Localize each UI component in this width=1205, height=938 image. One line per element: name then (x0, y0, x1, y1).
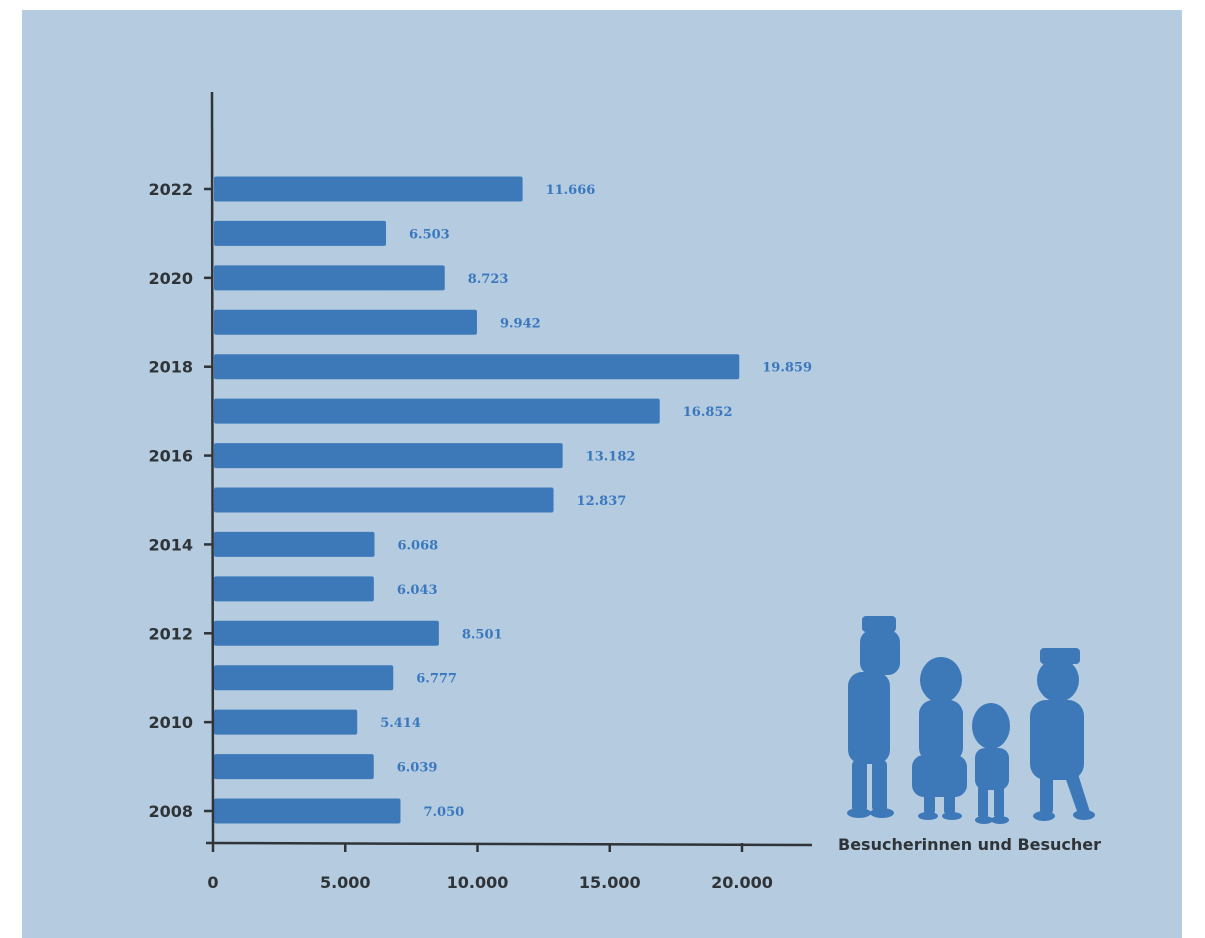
bar-2009 (214, 754, 374, 780)
bar-2019 (214, 309, 477, 335)
bar-2010 (214, 709, 358, 735)
child-figure-icon (972, 703, 1010, 824)
value-label-2021: 6.503 (409, 227, 450, 242)
y-tick-label-2016: 2016 (148, 447, 193, 466)
bar-2015 (214, 487, 554, 513)
value-label-2019: 9.942 (500, 316, 541, 331)
value-labels-group: 11.666 6.503 8.723 9.942 19.859 16.852 13.182 1… (380, 183, 812, 820)
adult-figure-right-icon (1030, 648, 1095, 821)
bar-2022 (214, 176, 523, 202)
bar-2021 (214, 220, 387, 246)
y-tick-label-2012: 2012 (148, 624, 193, 643)
visitors-illustration (847, 616, 1095, 824)
value-label-2022: 11.666 (546, 183, 596, 198)
y-axis-ticks-group: 2022 2020 2018 2016 2014 2012 2010 2008 (148, 180, 213, 821)
bar-2014 (214, 531, 375, 557)
bars-group (214, 176, 740, 824)
x-tick-label-20.000: 20.000 (711, 873, 773, 892)
y-tick-label-2022: 2022 (148, 180, 193, 199)
y-tick-label-2010: 2010 (148, 713, 193, 732)
x-tick-label-0: 0 (207, 873, 218, 892)
value-label-2016: 13.182 (586, 450, 636, 465)
y-axis-line (210, 91, 215, 844)
x-axis-ticks-group: 0 5.000 10.000 15.000 20.000 (207, 843, 773, 892)
bar-2013 (214, 576, 374, 602)
value-label-2011: 6.777 (416, 672, 457, 687)
y-tick-label-2014: 2014 (148, 535, 193, 554)
bar-2012 (214, 620, 439, 646)
bar-2018 (214, 354, 740, 380)
value-label-2017: 16.852 (683, 405, 733, 420)
value-label-2012: 8.501 (462, 627, 503, 642)
value-label-2014: 6.068 (397, 538, 438, 553)
x-axis-line (205, 841, 813, 847)
value-label-2018: 19.859 (762, 361, 812, 376)
value-label-2010: 5.414 (380, 716, 421, 731)
adult-figure-middle-icon (912, 657, 967, 820)
bar-2008 (214, 798, 401, 824)
value-label-2013: 6.043 (397, 583, 438, 598)
value-label-2008: 7.050 (423, 805, 464, 820)
bar-2020 (214, 265, 445, 291)
bar-2017 (214, 398, 660, 424)
bar-2016 (214, 443, 563, 469)
value-label-2020: 8.723 (468, 272, 509, 287)
adult-figure-left-icon (847, 616, 900, 818)
value-label-2009: 6.039 (397, 761, 438, 776)
bar-2011 (214, 665, 394, 691)
y-tick-label-2020: 2020 (148, 269, 193, 288)
value-label-2015: 12.837 (577, 494, 627, 509)
legend-label: Besucherinnen und Besucher (838, 835, 1101, 854)
y-tick-label-2008: 2008 (148, 802, 193, 821)
y-tick-label-2018: 2018 (148, 358, 193, 377)
x-tick-label-5.000: 5.000 (320, 873, 371, 892)
x-tick-label-15.000: 15.000 (579, 873, 641, 892)
x-tick-label-10.000: 10.000 (447, 873, 509, 892)
